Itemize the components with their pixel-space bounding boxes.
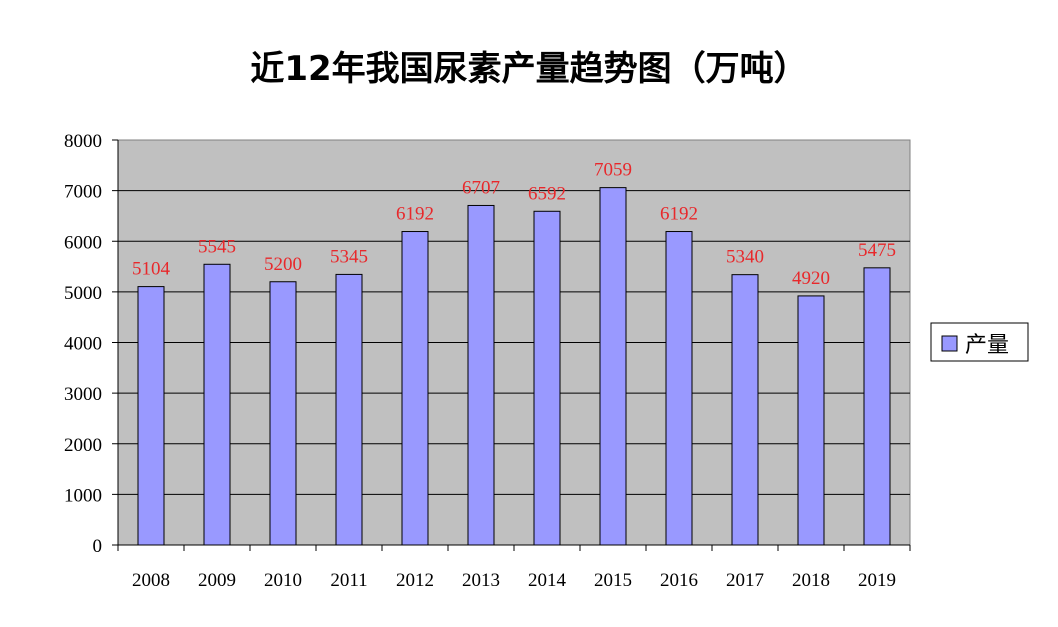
bar	[203, 263, 231, 546]
bar	[731, 274, 759, 546]
y-tick-label: 3000	[64, 384, 102, 405]
bar	[137, 286, 165, 546]
y-tick-label: 0	[93, 536, 103, 557]
bar	[533, 210, 561, 546]
bar	[335, 273, 363, 546]
legend-box	[930, 322, 1029, 362]
value-label: 5340	[726, 247, 764, 268]
value-label: 6192	[660, 204, 698, 225]
y-tick-label: 8000	[64, 131, 102, 152]
y-axis: 0 1000 2000 3000 4000 5000 6000 7000 8000	[64, 131, 119, 557]
value-label: 7059	[594, 160, 632, 181]
legend-label: 产量	[965, 333, 1009, 358]
x-tick-label: 2014	[528, 570, 567, 591]
value-label: 6707	[462, 177, 500, 198]
y-tick-label: 6000	[64, 232, 102, 253]
gridlines	[118, 190, 910, 495]
y-tick-label: 2000	[64, 435, 102, 456]
y-tick-label: 1000	[64, 485, 102, 506]
x-tick-label: 2010	[264, 570, 302, 591]
bars-group	[137, 187, 891, 546]
bar	[599, 187, 627, 546]
value-label: 5200	[264, 254, 302, 275]
x-tick-label: 2015	[594, 570, 632, 591]
y-tick-label: 7000	[64, 182, 102, 203]
value-label: 6592	[528, 183, 566, 204]
value-label: 6192	[396, 204, 434, 225]
bar	[665, 231, 693, 546]
y-tick-label: 4000	[64, 334, 102, 355]
bar	[797, 295, 825, 546]
bar	[401, 231, 429, 546]
value-label: 5104	[132, 259, 171, 280]
legend-swatch	[941, 335, 958, 352]
x-tick-label: 2016	[660, 570, 698, 591]
x-tick-label: 2012	[396, 570, 434, 591]
legend: 产量	[930, 322, 1029, 362]
x-tick-label: 2011	[330, 570, 367, 591]
value-label: 5475	[858, 240, 896, 261]
value-labels-group: 5104 5545 5200 5345 6192 6707 6592 7059 6192 5340…	[132, 160, 896, 289]
bar	[863, 267, 891, 546]
x-axis: 2008 2009 2010 2011 2012 2013 2014 2015 2016 2017…	[117, 544, 911, 591]
value-label: 5345	[330, 246, 368, 267]
x-tick-label: 2018	[792, 570, 830, 591]
bar	[269, 281, 297, 546]
x-tick-label: 2019	[858, 570, 896, 591]
value-label: 4920	[792, 268, 830, 289]
chart-title: 近12年我国尿素产量趋势图（万吨）	[250, 49, 807, 89]
y-tick-label: 5000	[64, 283, 102, 304]
x-tick-label: 2017	[726, 570, 764, 591]
x-tick-label: 2013	[462, 570, 500, 591]
x-tick-label: 2008	[132, 570, 170, 591]
bar	[467, 204, 495, 546]
x-tick-label: 2009	[198, 570, 236, 591]
value-label: 5545	[198, 236, 236, 257]
